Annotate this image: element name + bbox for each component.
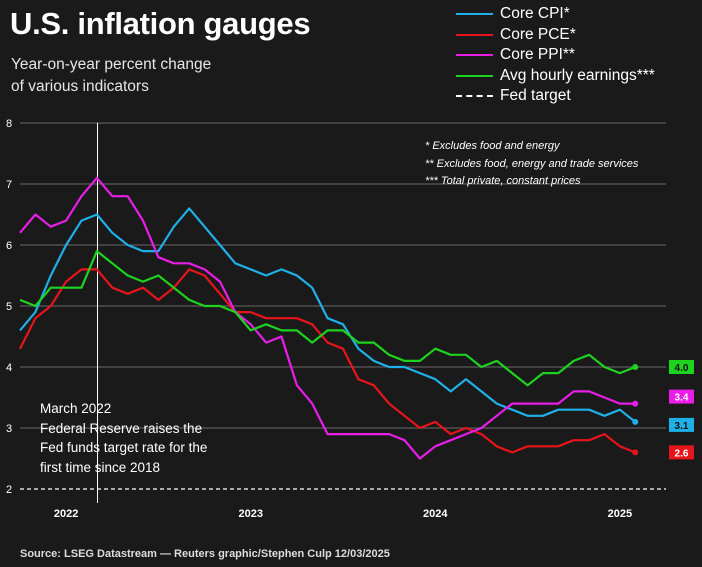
chart-legend: Core CPI* Core PCE* Core PPI** Avg hourl… <box>456 4 655 107</box>
end-label-box <box>669 417 694 432</box>
x-tick-label: 2022 <box>54 508 78 520</box>
y-tick-label: 6 <box>6 240 12 252</box>
page-title: U.S. inflation gauges <box>10 6 311 41</box>
footnote: * Excludes food and energy <box>425 140 560 152</box>
end-label-box <box>669 360 694 374</box>
annotation-line: first time since 2018 <box>40 459 161 475</box>
legend-swatch <box>456 74 493 77</box>
annotation-line: Federal Reserve raises the <box>40 420 203 436</box>
x-tick-label: 2024 <box>423 508 448 520</box>
legend-item-core-ppi: Core PPI** <box>456 45 655 66</box>
source-credit: Source: LSEG Datastream — Reuters graphi… <box>20 548 390 560</box>
series-line <box>19 268 636 454</box>
end-label-box <box>669 445 694 460</box>
legend-item-avg-hourly-earnings: Avg hourly earnings*** <box>456 66 655 87</box>
series-end-point <box>632 400 639 407</box>
legend-swatch <box>456 54 493 57</box>
legend-swatch <box>456 13 493 16</box>
legend-label: Core PCE* <box>500 25 576 43</box>
legend-label: Avg hourly earnings*** <box>500 66 655 84</box>
series-line <box>19 207 636 423</box>
subtitle-line: Year-on-year percent change <box>11 56 212 73</box>
y-tick-label: 7 <box>6 179 12 191</box>
legend-item-fed-target: Fed target <box>456 86 655 107</box>
end-value-label: 2.6 <box>675 448 689 459</box>
annotation-line: March 2022 <box>40 401 112 416</box>
y-tick-label: 3 <box>6 423 12 435</box>
y-tick-label: 2 <box>6 484 12 496</box>
x-tick-label: 2023 <box>238 508 262 520</box>
end-label-box <box>669 389 694 404</box>
end-value-label: 4.0 <box>675 363 689 374</box>
footnote: ** Excludes food, energy and trade servi… <box>425 157 639 170</box>
x-tick-label: 2025 <box>608 508 632 520</box>
footnote: *** Total private, constant prices <box>425 175 581 187</box>
legend-swatch-dashed <box>456 95 493 98</box>
y-tick-label: 8 <box>6 118 12 130</box>
footnotes: * Excludes food and energy ** Excludes f… <box>425 138 638 191</box>
legend-label: Fed target <box>500 87 571 105</box>
series-end-point <box>632 449 639 456</box>
chart-subtitle: Year-on-year percent change of various i… <box>11 54 271 98</box>
annotation-line: Fed funds target rate for the <box>40 440 208 455</box>
series-line <box>19 176 636 460</box>
legend-label: Core CPI* <box>500 5 570 23</box>
fed-hike-annotation: March 2022 Federal Reserve raises the Fe… <box>40 399 240 477</box>
subtitle-line: of various indicators <box>11 78 149 95</box>
series-end-point <box>632 418 639 425</box>
y-tick-label: 5 <box>6 301 12 313</box>
end-value-label: 3.1 <box>675 421 689 432</box>
legend-swatch <box>456 33 493 36</box>
legend-item-core-cpi: Core CPI* <box>456 4 655 25</box>
end-value-label: 3.4 <box>675 393 689 404</box>
legend-item-core-pce: Core PCE* <box>456 25 655 46</box>
y-tick-label: 4 <box>6 362 12 374</box>
series-line <box>19 250 636 387</box>
series-end-point <box>632 364 639 370</box>
legend-label: Core PPI** <box>500 46 575 64</box>
